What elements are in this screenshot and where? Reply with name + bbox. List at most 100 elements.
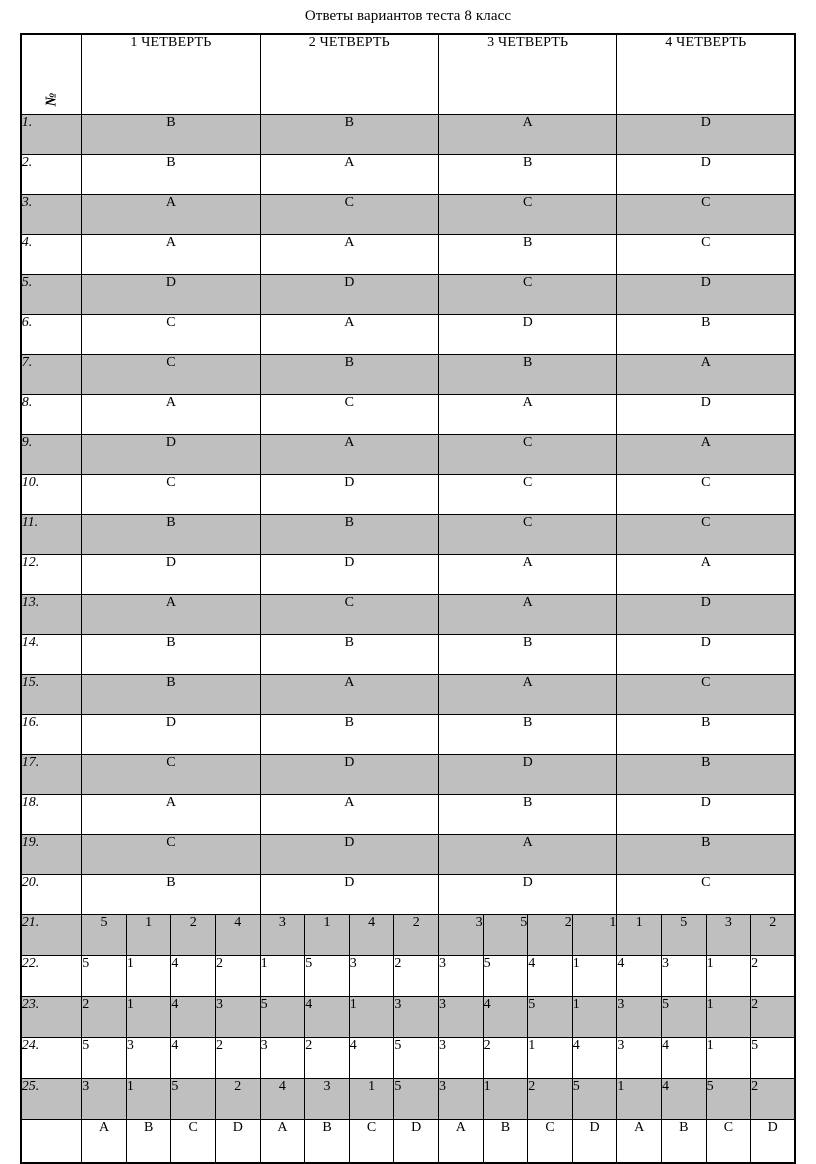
numeric-answer-cell: 5 bbox=[393, 1036, 439, 1079]
letter-answer-cell: B bbox=[616, 313, 796, 355]
letter-answer-cell: D bbox=[616, 633, 796, 675]
numeric-answer-cell: 1 bbox=[125, 1077, 172, 1120]
numeric-answer-cell: 5 bbox=[482, 954, 529, 997]
row-number-cell: 7. bbox=[20, 353, 83, 395]
letter-answer-cell: C bbox=[81, 833, 261, 875]
letter-answer-cell: D bbox=[81, 433, 261, 475]
numeric-answer-cell: 3 bbox=[125, 1036, 172, 1079]
numeric-answer-cell: 5 bbox=[482, 913, 529, 956]
letter-answer-cell: C bbox=[259, 593, 440, 635]
row-number-cell: 20. bbox=[20, 873, 83, 915]
footer-option-cell: A bbox=[259, 1118, 306, 1164]
letter-answer-cell: B bbox=[437, 633, 618, 675]
letter-answer-cell: D bbox=[259, 473, 440, 515]
numeric-answer-cell: 1 bbox=[616, 913, 662, 956]
numeric-answer-cell: 2 bbox=[81, 995, 127, 1038]
number-symbol-label: № bbox=[43, 92, 60, 106]
letter-answer-cell: B bbox=[437, 233, 618, 275]
table-row: 19. C D A B bbox=[20, 833, 796, 875]
table-row: 11. B B C C bbox=[20, 513, 796, 555]
numeric-answer-cell: 5 bbox=[170, 1077, 216, 1120]
numeric-answer-cell: 3 bbox=[348, 954, 395, 997]
numeric-answer-cell: 4 bbox=[170, 1036, 216, 1079]
row-number-cell: 23. bbox=[20, 995, 83, 1038]
numeric-answer-cell: 5 bbox=[571, 1077, 618, 1120]
numeric-answer-cell: 2 bbox=[215, 954, 261, 997]
letter-answer-cell: D bbox=[81, 713, 261, 755]
letter-answer-cell: B bbox=[81, 153, 261, 195]
row-number-cell: 13. bbox=[20, 593, 83, 635]
letter-answer-cell: C bbox=[437, 473, 618, 515]
letter-answer-cell: A bbox=[616, 353, 796, 395]
letter-answer-cell: A bbox=[259, 433, 440, 475]
table-row: 8. A C A D bbox=[20, 393, 796, 435]
numeric-answer-cell: 4 bbox=[482, 995, 529, 1038]
letter-answer-cell: A bbox=[81, 233, 261, 275]
footer-option-cell: B bbox=[482, 1118, 529, 1164]
table-row: 22. 5 1 4 2 1 5 3 2 3 5 4 1 4 3 1 2 bbox=[20, 954, 796, 997]
letter-answer-cell: A bbox=[81, 393, 261, 435]
table-row: 14. B B B D bbox=[20, 633, 796, 675]
numeric-answer-cell: 1 bbox=[616, 1077, 662, 1120]
numeric-answer-cell: 5 bbox=[660, 913, 707, 956]
numeric-answer-cell: 2 bbox=[527, 1077, 573, 1120]
numeric-answer-cell: 5 bbox=[81, 954, 127, 997]
header-quarter-4: 4 ЧЕТВЕРТЬ bbox=[616, 33, 796, 115]
letter-answer-cell: D bbox=[616, 793, 796, 835]
numeric-answer-cell: 4 bbox=[215, 913, 261, 956]
letter-answer-cell: D bbox=[616, 273, 796, 315]
numeric-answer-cell: 2 bbox=[393, 954, 439, 997]
letter-answer-cell: C bbox=[81, 313, 261, 355]
letter-answer-cell: A bbox=[259, 673, 440, 715]
letter-answer-cell: C bbox=[616, 473, 796, 515]
letter-answer-cell: C bbox=[616, 233, 796, 275]
letter-answer-cell: D bbox=[259, 273, 440, 315]
numeric-answer-cell: 3 bbox=[393, 995, 439, 1038]
numeric-answer-cell: 2 bbox=[750, 1077, 796, 1120]
numeric-answer-cell: 4 bbox=[170, 995, 216, 1038]
letter-answer-cell: B bbox=[259, 713, 440, 755]
footer-option-cell: B bbox=[660, 1118, 707, 1164]
letter-answer-cell: B bbox=[616, 833, 796, 875]
table-row: 5. D D C D bbox=[20, 273, 796, 315]
letter-answer-cell: D bbox=[616, 113, 796, 155]
footer-number-cell bbox=[20, 1118, 83, 1164]
table-row: 20. B D D C bbox=[20, 873, 796, 915]
numeric-answer-cell: 2 bbox=[750, 913, 796, 956]
letter-answer-cell: C bbox=[259, 393, 440, 435]
letter-answer-cell: D bbox=[259, 753, 440, 795]
numeric-answer-cell: 5 bbox=[705, 1077, 752, 1120]
table-row: 4. A A B C bbox=[20, 233, 796, 275]
numeric-answer-cell: 5 bbox=[304, 954, 350, 997]
letter-answer-cell: B bbox=[437, 793, 618, 835]
numeric-answer-cell: 4 bbox=[616, 954, 662, 997]
numeric-answer-cell: 2 bbox=[750, 995, 796, 1038]
letter-answer-cell: B bbox=[437, 353, 618, 395]
numeric-answer-cell: 2 bbox=[750, 954, 796, 997]
letter-answer-cell: D bbox=[437, 753, 618, 795]
letter-answer-cell: C bbox=[616, 873, 796, 915]
table-row: 1. B B A D bbox=[20, 113, 796, 155]
numeric-answer-cell: 3 bbox=[616, 1036, 662, 1079]
numeric-answer-cell: 5 bbox=[660, 995, 707, 1038]
numeric-answer-cell: 3 bbox=[259, 1036, 306, 1079]
numeric-answer-cell: 3 bbox=[215, 995, 261, 1038]
letter-answer-cell: D bbox=[259, 833, 440, 875]
row-number-cell: 12. bbox=[20, 553, 83, 595]
row-number-cell: 5. bbox=[20, 273, 83, 315]
letter-answer-cell: A bbox=[616, 433, 796, 475]
numeric-answer-cell: 3 bbox=[259, 913, 306, 956]
letter-answer-cell: B bbox=[81, 873, 261, 915]
letter-answer-cell: A bbox=[437, 553, 618, 595]
numeric-answer-cell: 2 bbox=[215, 1077, 261, 1120]
letter-answer-cell: B bbox=[81, 673, 261, 715]
numeric-answer-cell: 2 bbox=[215, 1036, 261, 1079]
row-number-cell: 22. bbox=[20, 954, 83, 997]
footer-option-cell: A bbox=[616, 1118, 662, 1164]
row-number-cell: 6. bbox=[20, 313, 83, 355]
table-row: 17. C D D B bbox=[20, 753, 796, 795]
letter-answer-cell: A bbox=[259, 313, 440, 355]
numeric-answer-cell: 1 bbox=[527, 1036, 573, 1079]
footer-option-cell: D bbox=[215, 1118, 261, 1164]
letter-answer-cell: C bbox=[81, 473, 261, 515]
